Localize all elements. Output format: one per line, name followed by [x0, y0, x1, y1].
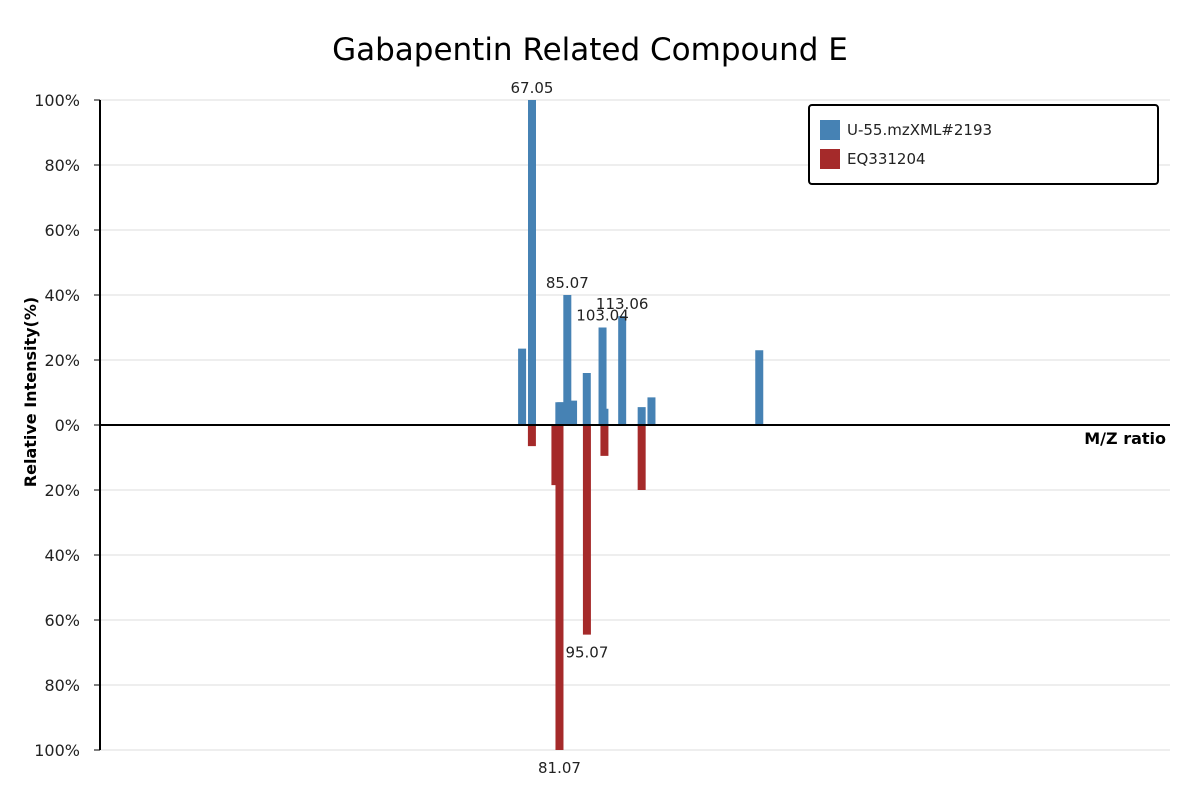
legend-label-1: EQ331204	[847, 150, 926, 168]
bar-series-1	[582, 425, 591, 635]
bar-series-1	[527, 425, 536, 447]
bar-series-0	[647, 397, 656, 425]
bars	[518, 100, 764, 750]
y-tick-label: 60%	[44, 221, 80, 240]
y-tick-label: 100%	[34, 741, 80, 760]
bar-series-0	[569, 400, 578, 425]
legend-swatch-0	[820, 120, 840, 140]
bar-series-0	[755, 350, 764, 425]
bar-series-1	[600, 425, 609, 456]
y-tick-label: 40%	[44, 546, 80, 565]
peak-label: 95.07	[565, 644, 608, 662]
y-tick-label: 80%	[44, 156, 80, 175]
bar-series-0	[582, 373, 591, 425]
bar-series-0	[557, 402, 566, 425]
bar-series-0	[518, 348, 527, 425]
x-axis-title: M/Z ratio	[1084, 429, 1166, 448]
legend: U-55.mzXML#2193 EQ331204	[808, 104, 1159, 185]
peak-label: 81.07	[538, 759, 581, 777]
y-tick-label: 80%	[44, 676, 80, 695]
y-tick-label: 40%	[44, 286, 80, 305]
peak-label: 103.04	[576, 307, 629, 325]
bar-series-0	[528, 100, 536, 425]
bar-series-1	[551, 425, 560, 486]
y-tick-label: 60%	[44, 611, 80, 630]
legend-label-0: U-55.mzXML#2193	[847, 121, 992, 139]
y-tick-label: 100%	[34, 91, 80, 110]
y-ticks: 100% 80% 60% 40% 20% 0% 20% 40% 60% 80% 100%	[34, 91, 100, 760]
axes	[99, 100, 1170, 750]
y-axis-title: Relative Intensity(%)	[21, 297, 40, 487]
bar-series-0	[563, 295, 572, 425]
legend-swatch-1	[820, 149, 840, 169]
peak-label: 67.05	[511, 79, 554, 97]
y-tick-label: 20%	[44, 481, 80, 500]
peak-label: 113.06	[596, 295, 649, 313]
bar-series-0	[600, 408, 609, 425]
bar-series-0	[637, 407, 646, 425]
bar-series-1	[555, 425, 564, 750]
peak-label: 85.07	[546, 274, 589, 292]
legend-box	[808, 104, 1159, 185]
bar-series-0	[618, 316, 627, 425]
y-tick-label: 20%	[44, 351, 80, 370]
chart-title: Gabapentin Related Compound E	[332, 32, 848, 68]
bar-series-0	[598, 327, 607, 425]
bar-series-1	[637, 425, 646, 490]
y-tick-label: 0%	[55, 416, 80, 435]
